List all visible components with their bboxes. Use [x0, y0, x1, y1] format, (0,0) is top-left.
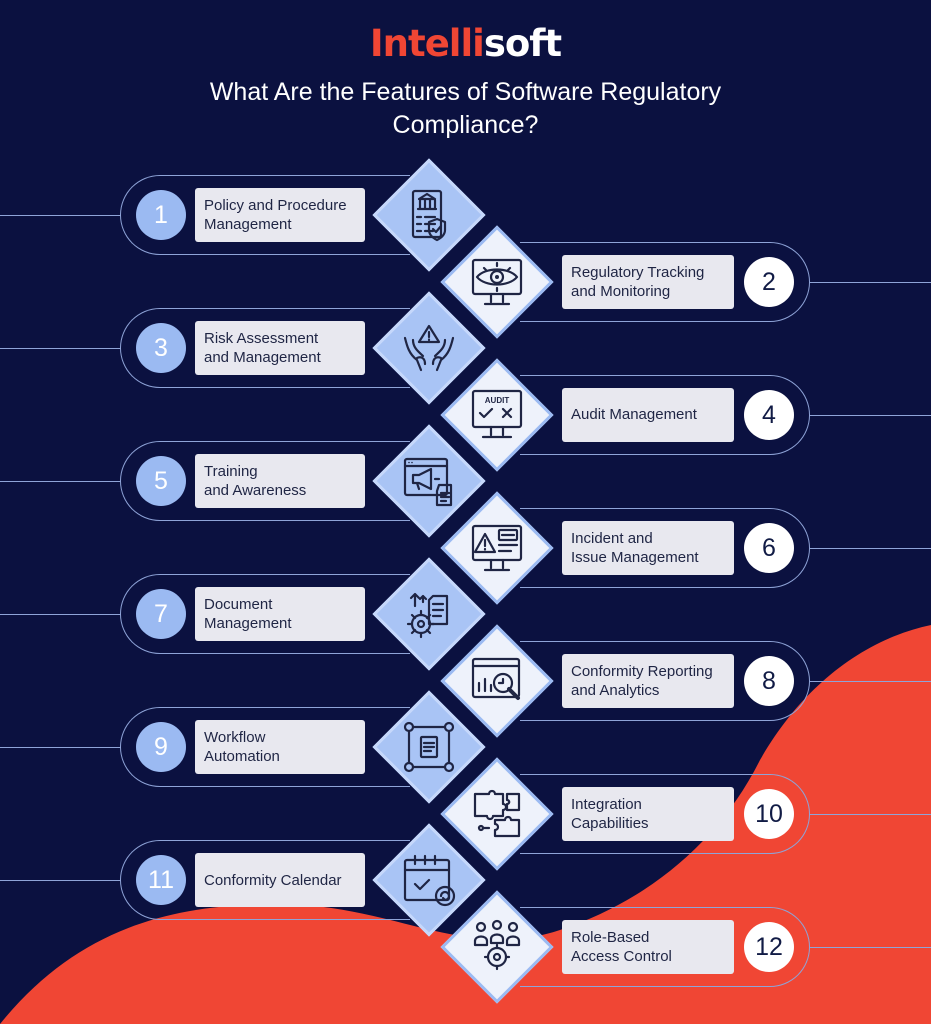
feature-frame: [120, 308, 410, 388]
feature-label: Policy and Procedure Management: [195, 188, 365, 242]
feature-label: Document Management: [195, 587, 365, 641]
brand-logo-part1: Intelli: [369, 22, 485, 65]
connector-line: [809, 281, 931, 283]
feature-number: 11: [136, 855, 186, 905]
feature-number: 9: [136, 722, 186, 772]
feature-number: 3: [136, 323, 186, 373]
feature-label: Regulatory Tracking and Monitoring: [562, 254, 734, 309]
feature-label: Incident and Issue Management: [562, 520, 734, 575]
connector-line: [809, 414, 931, 416]
audit-monitor-icon: AUDIT: [467, 385, 527, 445]
feature-label: Risk Assessment and Management: [195, 321, 365, 375]
feature-label: Integration Capabilities: [562, 786, 734, 841]
calendar-icon: [399, 850, 459, 910]
feature-number: 6: [744, 522, 794, 573]
connector-line: [809, 547, 931, 549]
hands-warning-icon: [399, 318, 459, 378]
feature-number: 5: [136, 456, 186, 506]
feature-number: 12: [744, 921, 794, 972]
monitor-eye-icon: [467, 252, 527, 312]
feature-number: 1: [136, 190, 186, 240]
connector-line: [0, 747, 121, 748]
connector-line: [0, 481, 121, 482]
feature-frame: [120, 175, 410, 255]
feature-label: Training and Awareness: [195, 454, 365, 508]
feature-frame: [120, 441, 410, 521]
brand-logo-part2: soft: [483, 22, 562, 65]
feature-frame: [520, 773, 810, 854]
feature-frame: [520, 374, 810, 455]
feature-number: 4: [744, 389, 794, 440]
connector-line: [809, 680, 931, 682]
feature-label: Role-Based Access Control: [562, 919, 734, 974]
chart-magnifier-icon: [467, 651, 527, 711]
monitor-alert-icon: [467, 518, 527, 578]
feature-frame: [520, 241, 810, 322]
connector-line: [809, 813, 931, 815]
feature-label: Conformity Calendar: [195, 853, 365, 907]
feature-frame: [520, 640, 810, 721]
workflow-icon: [399, 717, 459, 777]
gear-document-icon: [399, 584, 459, 644]
puzzle-icon: [467, 784, 527, 844]
connector-line: [0, 215, 121, 216]
brand-logo: Intellisoft: [0, 22, 931, 65]
feature-frame: [120, 840, 410, 920]
feature-frame: [120, 707, 410, 787]
feature-frame: [520, 906, 810, 987]
feature-number: 8: [744, 655, 794, 706]
feature-frame: [520, 507, 810, 588]
feature-frame: [120, 574, 410, 654]
connector-line: [0, 880, 121, 881]
policy-document-icon: [399, 185, 459, 245]
feature-label: Workflow Automation: [195, 720, 365, 774]
team-gear-icon: [467, 917, 527, 977]
feature-label: Conformity Reporting and Analytics: [562, 653, 734, 708]
feature-number: 2: [744, 256, 794, 307]
browser-megaphone-icon: [399, 451, 459, 511]
connector-line: [0, 614, 121, 615]
feature-number: 7: [136, 589, 186, 639]
svg-text:AUDIT: AUDIT: [485, 396, 510, 405]
connector-line: [809, 946, 931, 948]
connector-line: [0, 348, 121, 349]
feature-number: 10: [744, 788, 794, 839]
feature-label: Audit Management: [562, 387, 734, 442]
page-title: What Are the Features of Software Regula…: [209, 78, 722, 139]
